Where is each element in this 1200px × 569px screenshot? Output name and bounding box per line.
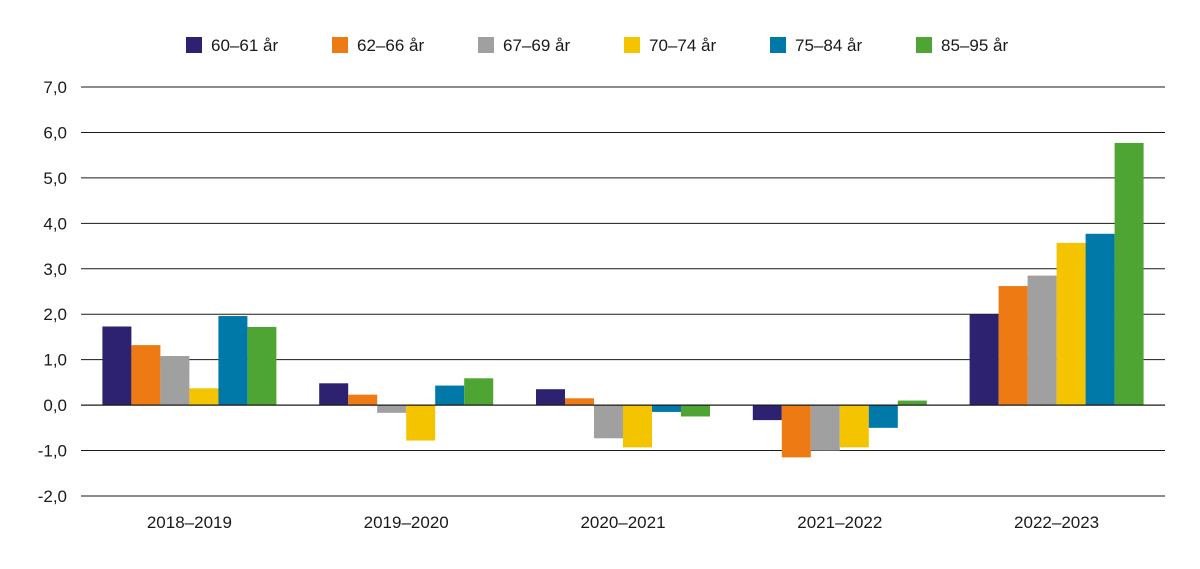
bar [969,314,999,406]
x-axis: 2018–2019 2019–2020 2020–2021 2021–2022 2022… [147,513,1099,532]
y-tick-label: -2,0 [38,487,67,506]
y-tick-label: -1,0 [38,442,67,461]
bar [594,405,623,439]
legend-label: 70–74 år [649,36,716,55]
legend-label: 85–95 år [941,36,1008,55]
bar [1027,275,1057,406]
y-tick-label: 2,0 [43,305,67,324]
bar [897,400,927,406]
x-tick-label: 2022–2023 [1014,513,1099,532]
bar [1085,233,1115,406]
bar [652,405,681,412]
y-tick-label: 3,0 [43,260,67,279]
x-tick-label: 2020–2021 [580,513,665,532]
y-axis: -2,0 -1,0 0,0 1,0 2,0 3,0 4,0 5,0 6,0 7,0 [38,78,67,506]
legend-swatch [186,37,202,53]
bar [435,385,465,406]
legend-label: 60–61 år [211,36,278,55]
y-tick-label: 1,0 [43,351,67,370]
bar [998,286,1028,406]
y-tick-label: 4,0 [43,214,67,233]
y-tick-label: 7,0 [43,78,67,97]
bar [319,383,349,406]
bars [102,142,1144,458]
bar [781,405,811,458]
bar [752,405,782,421]
y-tick-label: 5,0 [43,169,67,188]
bar [810,405,840,451]
legend-swatch [916,37,932,53]
x-tick-label: 2019–2020 [364,513,449,532]
bar [189,388,219,406]
legend-label: 67–69 år [503,36,570,55]
legend-swatch [770,37,786,53]
bar [218,316,248,406]
bar [131,345,161,406]
bar [1056,242,1086,406]
y-tick-label: 6,0 [43,123,67,142]
legend-swatch [332,37,348,53]
y-tick-label: 0,0 [43,396,67,415]
bar [377,405,407,413]
legend: 60–61 år 62–66 år 67–69 år 70–74 år 75–84 år… [186,36,1008,55]
legend-swatch [478,37,494,53]
bar [565,398,594,406]
legend-swatch [624,37,640,53]
bar [160,356,190,406]
bar [536,389,565,406]
bar [348,394,378,406]
bar [623,405,652,448]
bar [1114,142,1144,406]
bar [406,405,436,441]
bar [102,326,132,406]
bar [839,405,869,448]
bar [464,378,494,406]
x-tick-label: 2021–2022 [797,513,882,532]
legend-label: 75–84 år [795,36,862,55]
legend-label: 62–66 år [357,36,424,55]
bar [681,405,710,417]
bar [247,326,277,406]
x-tick-label: 2018–2019 [147,513,232,532]
bar [868,405,898,428]
